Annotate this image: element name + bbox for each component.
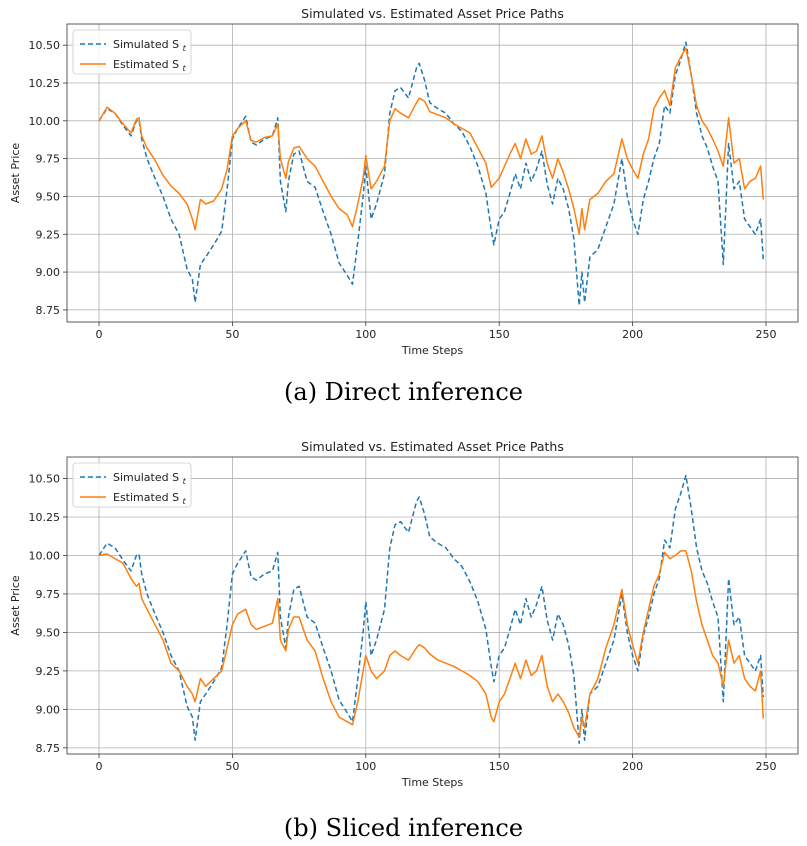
chart-a-svg: Simulated vs. Estimated Asset Price Path… (9, 6, 799, 357)
simulated-series-line (98, 474, 765, 744)
axes-frame (66, 23, 799, 323)
y-tick-label: 9.00 (36, 703, 61, 716)
legend-estimated-label: Estimated S t (113, 491, 187, 506)
y-tick-label: 10.25 (29, 511, 61, 524)
legend-subscript: t (183, 477, 187, 486)
legend-simulated-label: Simulated S t (113, 471, 187, 486)
x-tick-label: 50 (225, 328, 239, 341)
legend-box (72, 462, 192, 508)
y-axis-label: Asset Price (9, 575, 22, 636)
legend-simulated-label: Simulated S t (113, 38, 187, 53)
x-tick-label: 200 (622, 760, 643, 773)
chart-title: Simulated vs. Estimated Asset Price Path… (301, 439, 564, 454)
caption-b: (b) Sliced inference (283, 814, 524, 842)
y-tick-label: 9.25 (36, 665, 61, 678)
y-tick-label: 9.25 (36, 228, 61, 241)
y-tick-label: 8.75 (36, 742, 61, 755)
y-tick-label: 8.75 (36, 304, 61, 317)
x-tick-label: 150 (489, 328, 510, 341)
x-tick-label: 50 (225, 760, 239, 773)
estimated-series-line (98, 550, 765, 738)
legend-subscript: t (183, 44, 187, 53)
estimated-series-line (98, 47, 765, 236)
x-tick-label: 250 (755, 328, 776, 341)
x-tick-label: 250 (755, 760, 776, 773)
chart-title: Simulated vs. Estimated Asset Price Path… (301, 6, 564, 21)
y-tick-label: 10.00 (29, 549, 61, 562)
y-tick-label: 9.50 (36, 626, 61, 639)
chart-b: Simulated vs. Estimated Asset Price Path… (0, 433, 807, 803)
y-tick-label: 9.00 (36, 266, 61, 279)
y-tick-label: 10.00 (29, 115, 61, 128)
x-axis-label: Time Steps (401, 776, 463, 789)
x-tick-label: 200 (622, 328, 643, 341)
x-tick-label: 0 (96, 328, 103, 341)
simulated-series-line (98, 41, 765, 307)
legend-estimated-label: Estimated S t (113, 58, 187, 73)
y-tick-label: 9.75 (36, 588, 61, 601)
legend-subscript: t (183, 497, 187, 506)
legend-box (72, 29, 192, 75)
x-tick-label: 100 (355, 328, 376, 341)
y-tick-label: 10.50 (29, 473, 61, 486)
chart-b-svg: Simulated vs. Estimated Asset Price Path… (9, 439, 799, 789)
x-axis-label: Time Steps (401, 344, 463, 357)
y-axis-label: Asset Price (9, 143, 22, 204)
legend-subscript: t (183, 64, 187, 73)
y-tick-label: 9.50 (36, 190, 61, 203)
chart-a: Simulated vs. Estimated Asset Price Path… (0, 0, 807, 370)
caption-a: (a) Direct inference (284, 378, 523, 406)
x-tick-label: 150 (489, 760, 510, 773)
y-tick-label: 10.25 (29, 77, 61, 90)
x-tick-label: 0 (96, 760, 103, 773)
y-tick-label: 9.75 (36, 153, 61, 166)
axes-frame (66, 456, 799, 755)
y-tick-label: 10.50 (29, 39, 61, 52)
x-tick-label: 100 (355, 760, 376, 773)
